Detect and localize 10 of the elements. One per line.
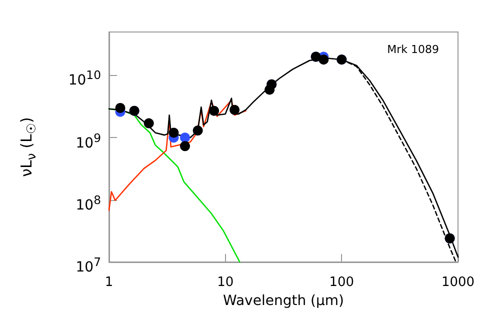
- x-axis-title: Wavelength (μm): [223, 292, 344, 309]
- y-tick-label: 10$^{9}$: [76, 130, 101, 154]
- x-tick-label: 1000: [441, 275, 475, 290]
- x-tick-label: 10: [217, 275, 234, 290]
- x-tick-label: 100: [329, 275, 354, 290]
- y-tick-label: 10$^{8}$: [76, 192, 101, 216]
- x-tick-label: 1: [104, 275, 114, 290]
- annotation: Mrk 1089: [387, 43, 439, 56]
- y-tick-label: 10$^{10}$: [68, 67, 101, 92]
- y-tick-label: 10$^{7}$: [76, 254, 101, 278]
